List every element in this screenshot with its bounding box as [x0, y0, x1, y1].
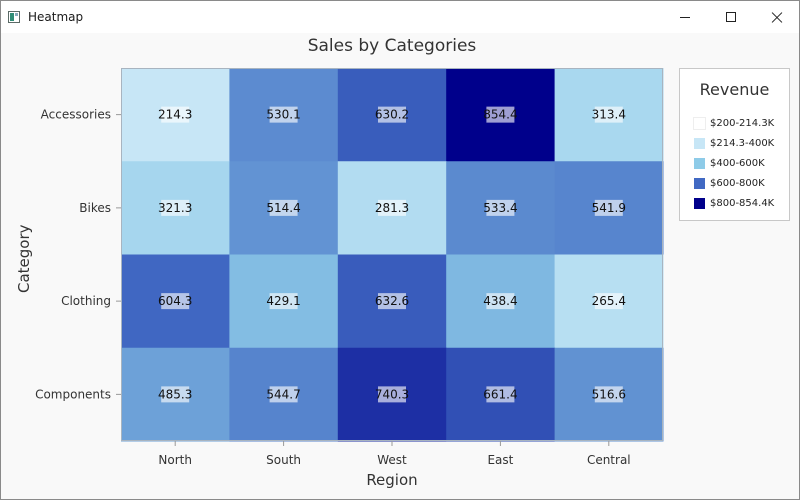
legend-label: $200-214.3K	[710, 118, 775, 129]
y-tick-label: Components	[35, 387, 111, 401]
value-label-bg	[594, 106, 623, 123]
legend-title: Revenue	[699, 80, 770, 99]
legend-label: $400-600K	[710, 158, 765, 169]
value-label-bg	[378, 386, 406, 403]
value-label-bg	[269, 106, 298, 123]
y-axis-label: Category	[15, 224, 33, 293]
value-label: 632.6	[375, 294, 409, 308]
value-label: 661.4	[483, 387, 517, 401]
value-label: 429.1	[266, 294, 300, 308]
x-tick-label: South	[266, 453, 301, 467]
window-title: Heatmap	[28, 10, 84, 24]
plot-border	[121, 68, 663, 441]
heatmap-plot: 214.3 530.1 630.2 854.4 313.4 321.3 514.4 281.3…	[35, 68, 664, 467]
value-label-bg	[378, 106, 406, 123]
heatmap-chart: 214.3 530.1 630.2 854.4 313.4 321.3 514.4 281.3…	[1, 33, 799, 499]
value-label: 438.4	[483, 294, 517, 308]
value-label-bg	[161, 386, 190, 403]
value-label-bg	[269, 199, 298, 216]
value-label-bg	[594, 386, 623, 403]
title-bar[interactable]: Heatmap	[1, 1, 799, 33]
x-axis-label: Region	[366, 471, 418, 489]
legend: Revenue $200-214.3K $214.3-400K $400-600…	[679, 68, 790, 221]
value-label: 214.3	[158, 108, 192, 122]
value-label-bg	[594, 293, 623, 310]
value-label-bg	[486, 293, 515, 310]
app-icon	[8, 11, 20, 23]
legend-label: $214.3-400K	[710, 138, 775, 149]
value-label-bg	[486, 199, 515, 216]
legend-swatch	[694, 138, 705, 149]
x-tick-label: East	[487, 453, 513, 467]
legend-swatch	[694, 178, 705, 189]
x-tick-label: North	[158, 453, 192, 467]
value-label: 630.2	[375, 108, 409, 122]
value-label: 544.7	[266, 387, 300, 401]
y-tick-label: Accessories	[41, 108, 111, 122]
value-label-bg	[594, 199, 623, 216]
legend-swatch	[693, 117, 706, 130]
value-label: 313.4	[592, 108, 626, 122]
value-label-bg	[378, 293, 406, 310]
value-label-bg	[269, 386, 298, 403]
value-label-bg	[161, 199, 190, 216]
legend-swatch	[694, 158, 705, 169]
value-label-bg	[378, 199, 406, 216]
value-label-bg	[486, 106, 515, 123]
chart-title: Sales by Categories	[307, 36, 477, 56]
legend-swatch	[694, 198, 705, 209]
value-label: 516.6	[592, 387, 626, 401]
value-label-bg	[486, 386, 515, 403]
value-label: 514.4	[266, 201, 300, 215]
y-tick-label: Clothing	[61, 294, 111, 308]
value-label-bg	[161, 293, 190, 310]
value-label: 740.3	[375, 387, 409, 401]
minimize-button[interactable]	[662, 1, 708, 33]
value-label: 533.4	[483, 201, 517, 215]
value-label: 321.3	[158, 201, 192, 215]
legend-label: $600-800K	[710, 178, 765, 189]
value-label: 541.9	[592, 201, 626, 215]
x-tick-label: Central	[587, 453, 631, 467]
value-label: 530.1	[266, 108, 300, 122]
value-label: 604.3	[158, 294, 192, 308]
maximize-button[interactable]	[708, 1, 754, 33]
y-tick-label: Bikes	[79, 201, 111, 215]
x-tick-label: West	[377, 453, 407, 467]
value-label: 854.4	[483, 108, 517, 122]
value-label-bg	[161, 106, 190, 123]
legend-label: $800-854.4K	[710, 198, 775, 209]
close-button[interactable]	[754, 1, 799, 33]
value-label: 485.3	[158, 387, 192, 401]
value-label: 281.3	[375, 201, 409, 215]
value-label: 265.4	[592, 294, 626, 308]
value-label-bg	[269, 293, 298, 310]
